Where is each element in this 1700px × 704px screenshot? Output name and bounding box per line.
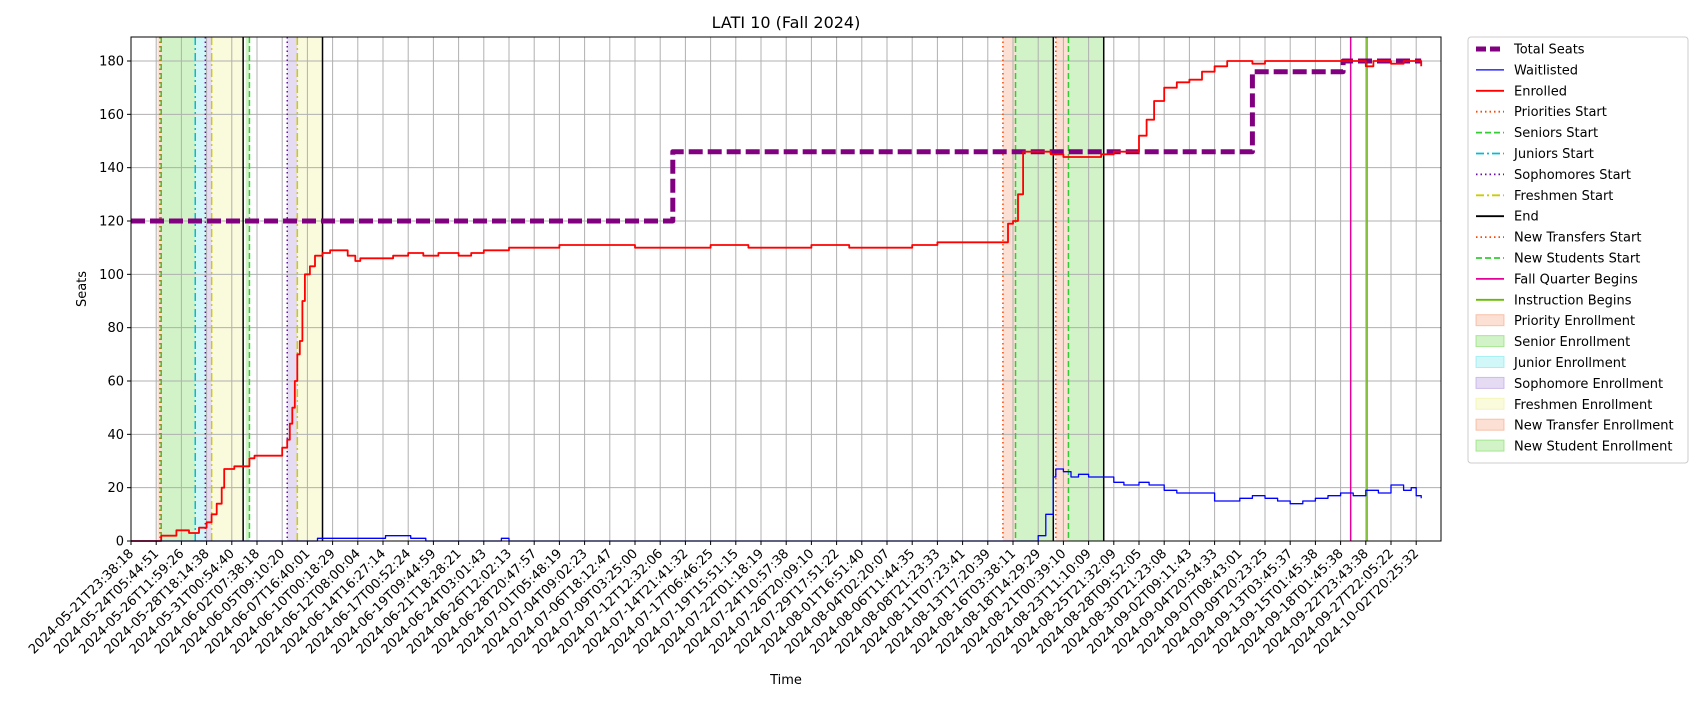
legend-label-freshmen-enrollment: Freshmen Enrollment	[1514, 398, 1652, 413]
legend-label-freshmen-start: Freshmen Start	[1514, 189, 1613, 204]
legend-swatch-new-transfer-enrollment	[1475, 418, 1505, 431]
legend-label-waitlisted: Waitlisted	[1514, 63, 1578, 78]
legend: Total Seats Waitlisted Enrolled Priorities …	[1467, 36, 1689, 464]
legend-label-enrolled: Enrolled	[1514, 84, 1567, 99]
y-tick-label: 20	[107, 481, 124, 496]
period-freshmen-enrollment	[211, 37, 244, 541]
series-total-seats	[131, 58, 1422, 224]
period-new-transfer-enrollment	[1055, 37, 1069, 541]
period-sophomore-enrollment	[205, 37, 212, 541]
y-tick-label: 120	[99, 215, 124, 230]
legend-label-sophomore-enrollment: Sophomore Enrollment	[1514, 377, 1663, 392]
legend-label-total-seats: Total Seats	[1513, 43, 1585, 58]
legend-swatch-freshmen-enrollment	[1475, 397, 1505, 410]
period-freshmen-enrollment	[297, 37, 323, 541]
y-tick-label: 40	[107, 428, 124, 443]
y-tick-label: 160	[99, 108, 124, 123]
y-tick-label: 180	[99, 55, 124, 70]
legend-label-seniors-start: Seniors Start	[1514, 126, 1598, 141]
legend-swatch-new-student-enrollment	[1475, 439, 1505, 452]
y-tick-label: 0	[116, 535, 124, 550]
legend-label-priority-enrollment: Priority Enrollment	[1514, 314, 1635, 329]
y-tick-label: 140	[99, 161, 124, 176]
legend-label-new-students-start: New Students Start	[1514, 252, 1640, 267]
legend-swatch-priority-enrollment	[1475, 314, 1505, 327]
legend-label-instruction-begins: Instruction Begins	[1514, 293, 1632, 308]
legend-swatch-junior-enrollment	[1475, 356, 1505, 368]
legend-label-priorities-start: Priorities Start	[1514, 105, 1607, 120]
legend-label-fall-quarter-begins: Fall Quarter Begins	[1514, 272, 1638, 287]
grid	[130, 37, 1441, 542]
y-tick-label: 60	[107, 375, 124, 390]
x-axis-label: Time	[769, 673, 802, 688]
enrollment-periods	[157, 37, 1104, 541]
period-new-student-enrollment	[1015, 37, 1054, 541]
legend-label-junior-enrollment: Junior Enrollment	[1513, 356, 1626, 371]
legend-label-new-student-enrollment: New Student Enrollment	[1514, 440, 1672, 455]
legend-label-new-transfers-start: New Transfers Start	[1514, 231, 1641, 246]
legend-label-juniors-start: Juniors Start	[1513, 147, 1594, 162]
legend-swatch-sophomore-enrollment	[1475, 376, 1505, 389]
legend-label-end: End	[1514, 210, 1539, 225]
legend-label-new-transfer-enrollment: New Transfer Enrollment	[1514, 419, 1674, 434]
legend-box	[1467, 36, 1689, 464]
legend-swatch-senior-enrollment	[1475, 335, 1505, 348]
legend-label-sophomores-start: Sophomores Start	[1514, 168, 1631, 183]
period-junior-enrollment	[195, 37, 206, 541]
y-axis: 0 20 40 60 80 100 120 140 160 180	[99, 55, 131, 550]
y-tick-label: 80	[107, 321, 124, 336]
period-new-transfer-enrollment	[1002, 37, 1016, 541]
period-senior-enrollment	[161, 37, 196, 541]
y-axis-label: Seats	[75, 271, 90, 307]
chart-title: LATI 10 (Fall 2024)	[712, 13, 861, 32]
y-tick-label: 100	[99, 268, 124, 283]
event-lines	[159, 37, 1368, 541]
period-new-student-enrollment	[1068, 37, 1104, 541]
series-enrolled	[131, 60, 1423, 542]
legend-label-senior-enrollment: Senior Enrollment	[1514, 335, 1630, 350]
period-sophomore-enrollment	[287, 37, 298, 541]
x-axis: 2024-05-21T23:38:182024-05-24T05:44:5120…	[26, 541, 1422, 657]
period-senior-enrollment	[245, 37, 250, 541]
